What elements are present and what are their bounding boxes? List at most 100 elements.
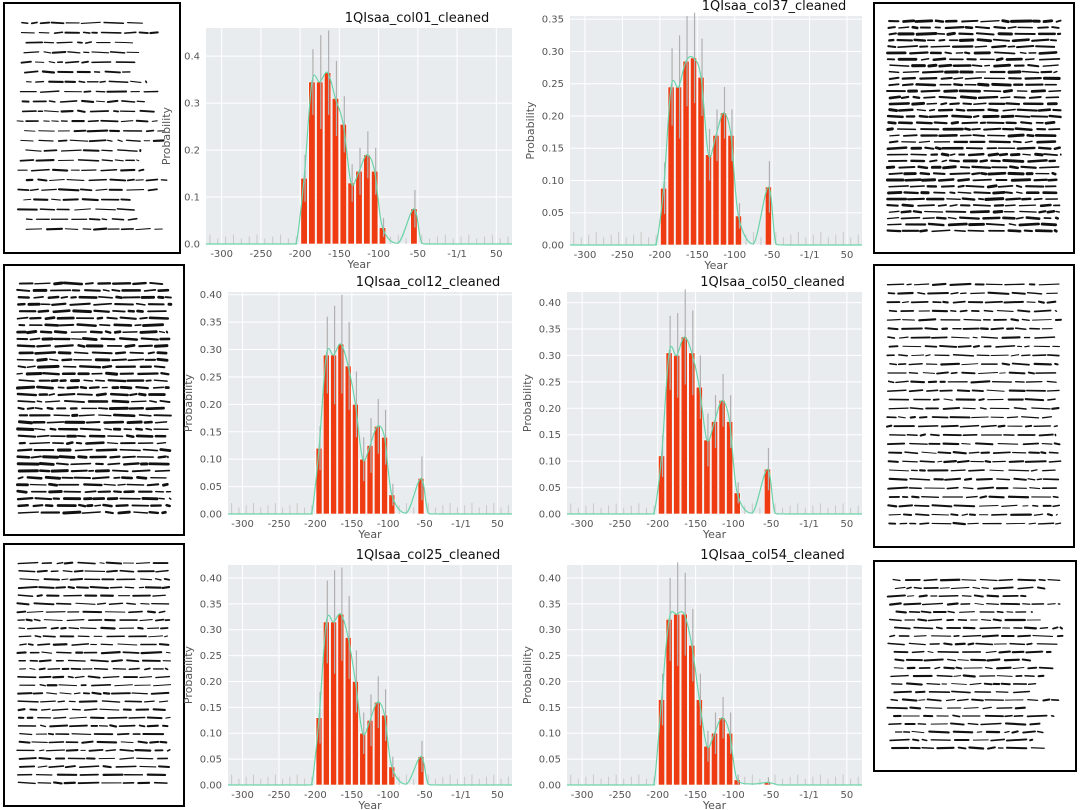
x-tick-label: -250 [611, 250, 634, 261]
x-tick-label: -300 [231, 790, 254, 801]
bar [712, 135, 720, 246]
x-tick-label: -1/1 [799, 790, 819, 801]
y-tick-label: 0.40 [200, 290, 222, 301]
x-tick-label: -50 [763, 790, 779, 801]
y-tick-label: 0.35 [542, 15, 564, 26]
x-tick-label: -250 [609, 790, 632, 801]
y-tick-label: 0.40 [539, 298, 561, 309]
x-tick-label: 50 [841, 519, 854, 530]
y-tick-label: 0.05 [542, 208, 564, 219]
bar [359, 458, 367, 515]
x-axis-label: Year [346, 258, 371, 271]
bar [373, 701, 381, 786]
y-tick-label: 0.15 [200, 703, 222, 714]
manuscript-thumbnail-col37 [873, 2, 1075, 254]
y-tick-label: 0.10 [200, 455, 222, 466]
bar [316, 81, 324, 245]
chart-2: -300 -250 -200 -150 -100 -50 -1/1 50 0.00 0.05 0.1… [524, 0, 862, 272]
y-tick-label: 0.15 [200, 427, 222, 438]
y-tick-label: 0.15 [542, 144, 564, 155]
y-tick-label: 0.05 [200, 755, 222, 766]
chart-4: -300 -250 -200 -150 -100 -50 -1/1 50 0.00 0.05 0.1… [521, 275, 862, 541]
chart-5: -300 -250 -200 -150 -100 -50 -1/1 50 0.00 0.05 0.1… [182, 548, 512, 810]
bar [363, 154, 371, 245]
y-tick-label: 0.35 [200, 318, 222, 329]
x-tick-label: -150 [686, 250, 709, 261]
density-curve [227, 343, 512, 515]
y-tick-label: 0.15 [539, 430, 561, 441]
x-tick-label: -100 [722, 519, 745, 530]
x-tick-label: 50 [491, 519, 504, 530]
x-tick-label: -1/1 [799, 519, 819, 530]
chart-title: 1QIsaa_col25_cleaned [356, 548, 501, 563]
bar [337, 613, 345, 786]
x-tick-label: 50 [841, 250, 854, 261]
chart-title: 1QIsaa_col37_cleaned [702, 0, 847, 14]
bar [733, 492, 741, 515]
y-tick-label: 0.20 [539, 677, 561, 688]
x-tick-label: -200 [648, 250, 671, 261]
y-axis-label: Probability [160, 106, 173, 165]
bar [718, 717, 726, 786]
y-axis-label: Probability [182, 645, 195, 704]
bar [735, 215, 742, 246]
y-axis-label: Probability [524, 101, 537, 160]
x-tick-label: -250 [609, 519, 632, 530]
bar [366, 445, 374, 515]
x-tick-label: -1/1 [800, 250, 820, 261]
manuscript-thumbnail-col50 [873, 264, 1075, 548]
x-tick-label: -150 [328, 249, 351, 260]
bar [688, 352, 696, 515]
y-tick-label: 0.40 [539, 573, 561, 584]
x-tick-label: -100 [377, 790, 400, 801]
y-tick-label: 0.40 [200, 573, 222, 584]
y-tick-label: 0.30 [542, 47, 564, 58]
chart-title: 1QIsaa_col01_cleaned [345, 11, 490, 26]
manuscript-thumbnail-col12 [3, 264, 185, 536]
density-curve [566, 336, 862, 515]
manuscript-image [16, 561, 172, 785]
bar [315, 717, 323, 786]
x-tick-label: -1/1 [451, 790, 471, 801]
bar [665, 619, 673, 786]
y-tick-label: 0.00 [200, 781, 222, 792]
x-axis-label: Year [703, 259, 728, 272]
manuscript-thumbnail-col25 [3, 543, 185, 807]
bar [379, 227, 387, 245]
chart-1: -300 -250 -200 -150 -100 -50 -1/1 50 0.0 0.1 0.2 0.… [160, 11, 512, 271]
y-tick-label: 0.05 [539, 755, 561, 766]
x-tick-label: -50 [763, 519, 779, 530]
x-axis-label: Year [702, 528, 727, 541]
x-tick-label: 50 [491, 790, 504, 801]
bar [347, 182, 355, 245]
manuscript-image [15, 281, 173, 515]
manuscript-image [886, 578, 1064, 750]
y-tick-label: 0.20 [200, 400, 222, 411]
bar [718, 400, 726, 515]
y-tick-label: 0.05 [200, 482, 222, 493]
bar [726, 732, 734, 786]
y-tick-label: 0.20 [200, 677, 222, 688]
y-tick-label: 0.00 [539, 781, 561, 792]
x-tick-label: -1/1 [447, 249, 467, 260]
bar [711, 732, 718, 786]
y-axis-label: Probability [182, 373, 195, 432]
y-tick-label: 0.25 [542, 79, 564, 90]
y-tick-label: 0.00 [200, 510, 222, 521]
x-tick-label: -300 [210, 249, 233, 260]
bar [388, 494, 396, 515]
bar [337, 343, 345, 515]
y-tick-label: 0.00 [539, 510, 561, 521]
bar [703, 439, 711, 515]
x-tick-label: -250 [268, 519, 291, 530]
x-tick-label: -250 [268, 790, 291, 801]
bar [331, 98, 339, 245]
x-tick-label: -200 [304, 790, 327, 801]
x-axis-label: Year [357, 528, 382, 541]
x-tick-label: -300 [571, 519, 594, 530]
y-tick-label: 0.2 [184, 146, 200, 157]
y-tick-label: 0.25 [200, 651, 222, 662]
bar [658, 699, 665, 786]
x-tick-label: -50 [410, 249, 426, 260]
x-tick-label: -150 [340, 790, 363, 801]
